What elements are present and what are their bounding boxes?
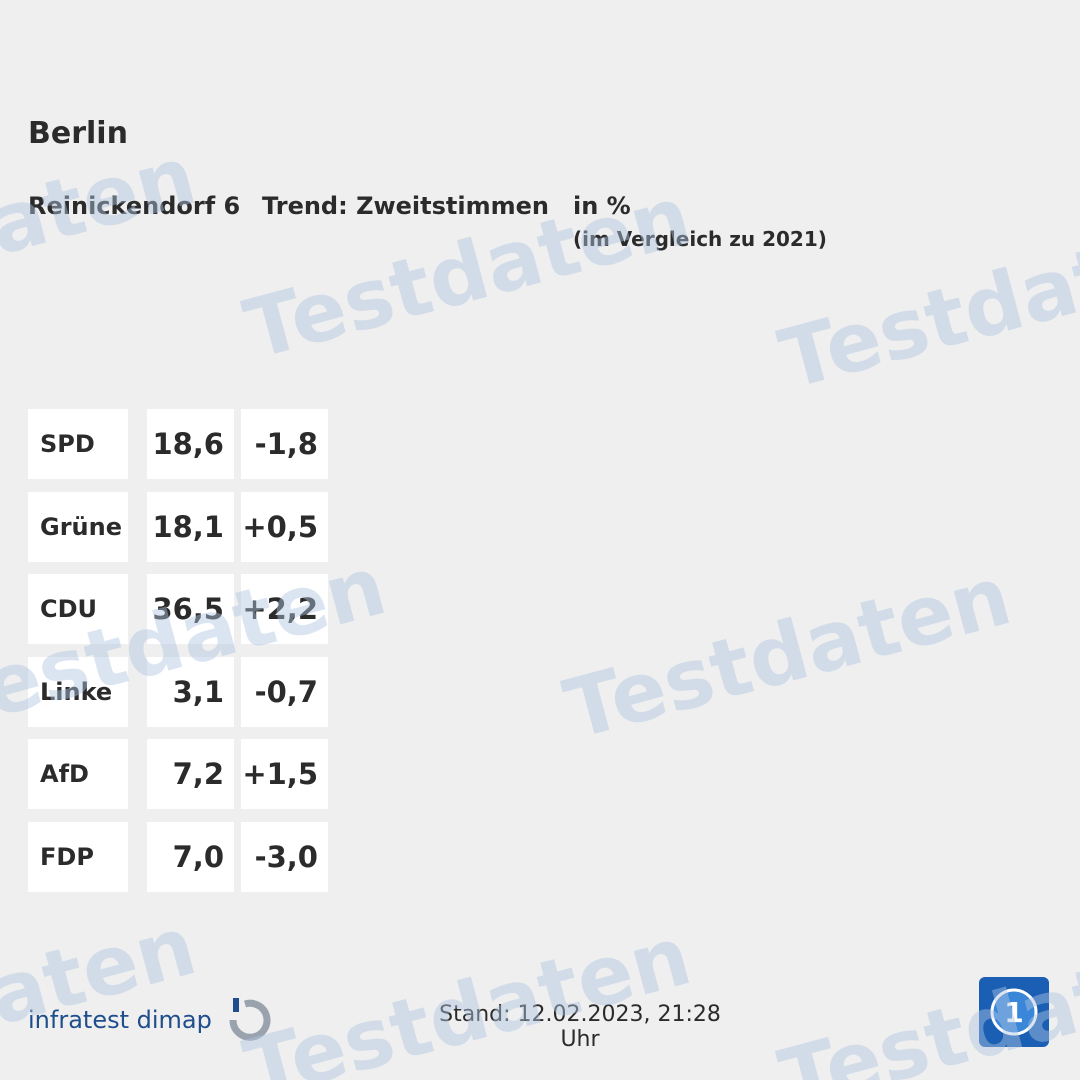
vote-share: 7,0 — [147, 821, 234, 892]
change: +2,2 — [241, 574, 328, 644]
broadcaster-logo: 1 — [979, 977, 1049, 1047]
party-name: Linke — [28, 656, 128, 727]
party-name: Grüne — [28, 491, 128, 562]
vote-share: 36,5 — [147, 574, 234, 644]
watermark: Testdaten — [0, 899, 205, 1080]
party-name: AfD — [28, 739, 128, 809]
title: Berlin — [28, 116, 128, 151]
vote-share: 7,2 — [147, 739, 234, 809]
trend: Trend: Zweitstimmen — [262, 192, 549, 220]
watermark: Testdaten — [235, 909, 700, 1080]
watermark: Testdaten — [555, 549, 1020, 759]
comparison: (im Vergleich zu 2021) — [573, 227, 827, 251]
party-name: SPD — [28, 409, 128, 479]
district: Reinickendorf 6 — [28, 192, 241, 220]
party-name: CDU — [28, 574, 128, 644]
vote-share: 18,1 — [147, 491, 234, 562]
vote-share: 18,6 — [147, 409, 234, 479]
change: +1,5 — [241, 739, 328, 809]
change: -3,0 — [241, 821, 328, 892]
change: -1,8 — [241, 409, 328, 479]
timestamp: Stand: 12.02.2023, 21:28 Uhr — [439, 1002, 721, 1052]
watermark: Testdaten — [0, 129, 205, 339]
change: +0,5 — [241, 491, 328, 562]
source: infratest dimap — [28, 998, 275, 1044]
unit: in % — [573, 192, 631, 220]
party-name: FDP — [28, 821, 128, 892]
source-text: infratest dimap — [28, 1006, 212, 1034]
source-logo — [229, 998, 271, 1041]
svg-text:1: 1 — [1004, 996, 1023, 1029]
change: -0,7 — [241, 656, 328, 727]
vote-share: 3,1 — [147, 656, 234, 727]
